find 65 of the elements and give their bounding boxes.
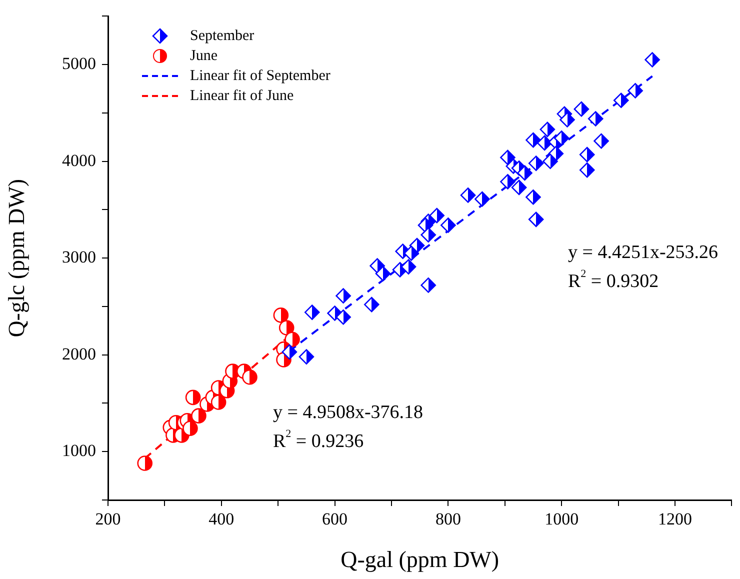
point bbox=[517, 165, 532, 181]
x-axis-title: Q-gal (ppm DW) bbox=[340, 547, 500, 572]
point bbox=[185, 390, 201, 406]
legend-label: June bbox=[190, 47, 218, 66]
point bbox=[500, 150, 516, 166]
point bbox=[336, 309, 351, 325]
point bbox=[440, 218, 456, 233]
point bbox=[282, 344, 298, 360]
y-tick-label: 3000 bbox=[62, 248, 96, 267]
x-tick-label: 200 bbox=[95, 510, 121, 529]
y-axis-title: Q-glc (ppm DW) bbox=[4, 178, 29, 338]
legend-label: September bbox=[190, 27, 254, 46]
legend-label: Linear fit of September bbox=[190, 67, 330, 86]
point bbox=[536, 135, 552, 151]
point bbox=[364, 296, 380, 312]
point bbox=[420, 278, 436, 293]
point bbox=[429, 208, 445, 224]
x-tick-label: 400 bbox=[208, 510, 234, 529]
point bbox=[644, 52, 660, 68]
annotation: y = 4.4251x-253.26 bbox=[568, 242, 718, 263]
x-tick-label: 1000 bbox=[544, 510, 579, 529]
point bbox=[613, 92, 629, 108]
point bbox=[242, 369, 258, 385]
point bbox=[560, 112, 575, 128]
point bbox=[526, 132, 541, 148]
point bbox=[460, 188, 476, 203]
x-tick-label: 1200 bbox=[658, 510, 692, 529]
x-tick-label: 800 bbox=[435, 510, 461, 529]
point bbox=[298, 349, 314, 364]
point bbox=[588, 111, 604, 126]
point bbox=[500, 174, 516, 190]
point bbox=[594, 133, 609, 149]
point bbox=[554, 130, 570, 146]
point bbox=[191, 408, 206, 424]
point bbox=[304, 304, 320, 320]
point bbox=[511, 180, 527, 196]
point bbox=[540, 122, 556, 138]
point bbox=[420, 227, 436, 243]
point bbox=[400, 259, 416, 274]
y-tick-label: 2000 bbox=[62, 344, 96, 364]
point bbox=[375, 266, 391, 282]
point bbox=[474, 191, 490, 207]
point bbox=[542, 154, 558, 169]
point bbox=[526, 189, 541, 205]
y-tick-label: 4000 bbox=[62, 150, 96, 170]
y-tick-label: 1000 bbox=[62, 441, 96, 460]
point bbox=[574, 101, 590, 117]
x-tick-label: 600 bbox=[322, 510, 348, 529]
point bbox=[528, 212, 544, 228]
point bbox=[210, 394, 226, 410]
point bbox=[284, 332, 300, 348]
point bbox=[137, 456, 153, 471]
point bbox=[336, 288, 351, 304]
point bbox=[182, 420, 198, 436]
y-tick-label: 5000 bbox=[62, 54, 96, 74]
point bbox=[579, 162, 595, 178]
legend-label: Linear fit of June bbox=[190, 87, 294, 106]
point bbox=[278, 320, 294, 336]
point bbox=[273, 308, 289, 323]
point bbox=[528, 156, 544, 171]
point bbox=[418, 218, 434, 233]
annotation: y = 4.9508x-376.18 bbox=[273, 402, 424, 423]
point bbox=[404, 246, 419, 261]
point bbox=[628, 83, 643, 98]
point bbox=[579, 146, 595, 162]
